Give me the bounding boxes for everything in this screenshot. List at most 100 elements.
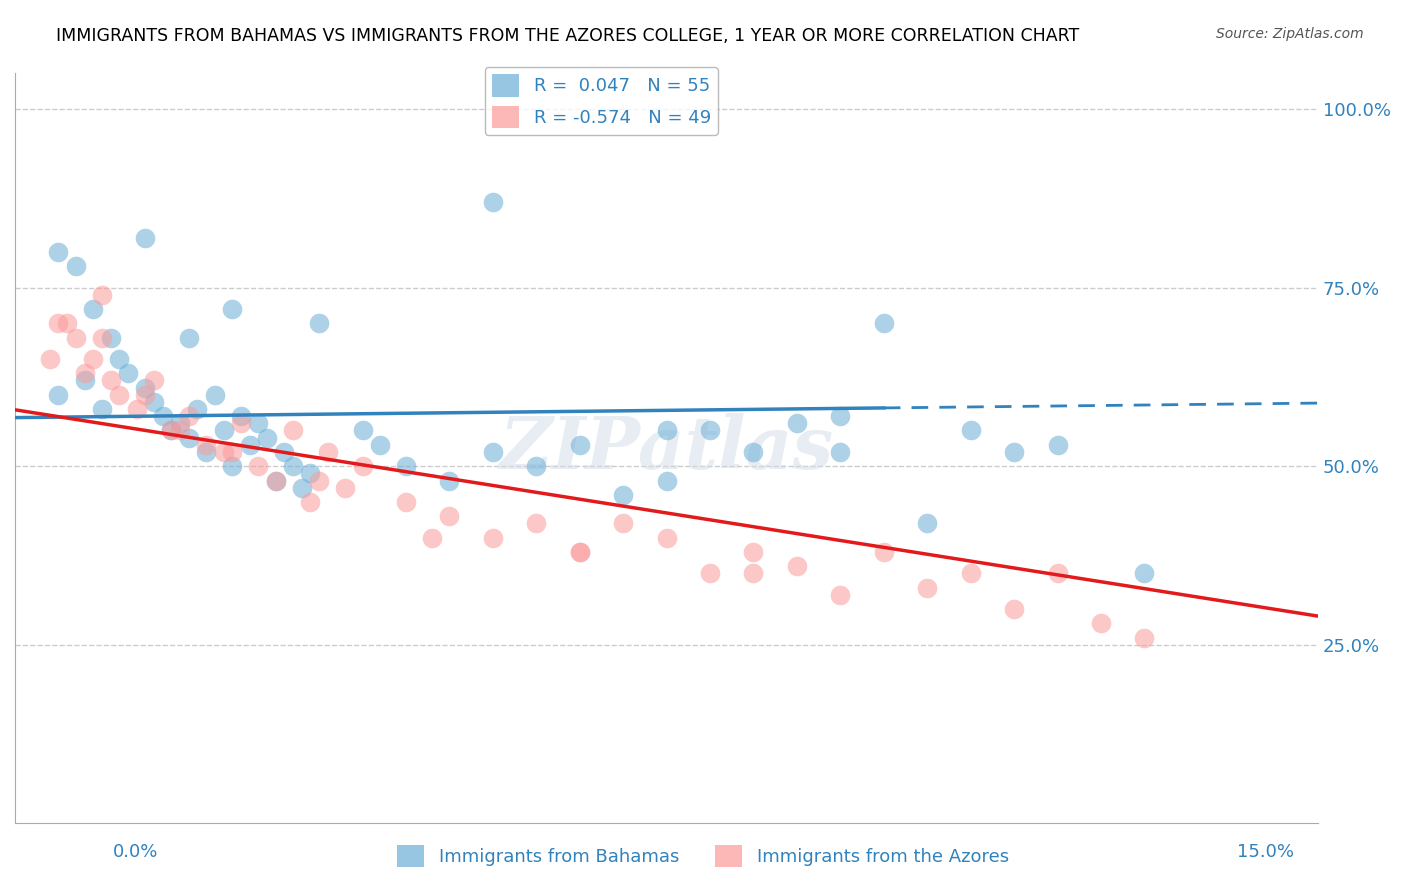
Point [742, 545, 765, 559]
Point [368, 438, 391, 452]
Text: 0.0%: 0.0% [112, 843, 157, 861]
Point [177, 409, 200, 424]
Point [221, 459, 243, 474]
Point [73, 374, 96, 388]
Point [108, 388, 131, 402]
Point [48, 244, 70, 259]
Point [299, 495, 322, 509]
Point [239, 438, 262, 452]
Legend: R =  0.047   N = 55, R = -0.574   N = 49: R = 0.047 N = 55, R = -0.574 N = 49 [485, 67, 718, 135]
Point [229, 409, 252, 424]
Point [221, 445, 243, 459]
Text: ZIPatlas: ZIPatlas [499, 413, 834, 483]
Point [160, 424, 183, 438]
Point [333, 481, 356, 495]
Point [915, 516, 938, 531]
Point [482, 531, 505, 545]
Point [195, 438, 218, 452]
Point [524, 459, 547, 474]
Text: IMMIGRANTS FROM BAHAMAS VS IMMIGRANTS FROM THE AZORES COLLEGE, 1 YEAR OR MORE CO: IMMIGRANTS FROM BAHAMAS VS IMMIGRANTS FR… [56, 27, 1080, 45]
Point [482, 194, 505, 209]
Point [143, 374, 166, 388]
Point [195, 445, 218, 459]
Point [439, 509, 461, 524]
Point [82, 352, 104, 367]
Point [160, 424, 183, 438]
Point [169, 417, 191, 431]
Point [281, 459, 304, 474]
Point [90, 402, 112, 417]
Point [786, 417, 808, 431]
Point [395, 495, 418, 509]
Point [152, 409, 174, 424]
Text: Source: ZipAtlas.com: Source: ZipAtlas.com [1216, 27, 1364, 41]
Point [100, 330, 122, 344]
Point [134, 388, 156, 402]
Point [959, 424, 981, 438]
Point [830, 409, 852, 424]
Point [48, 388, 70, 402]
Point [273, 445, 295, 459]
Point [482, 445, 505, 459]
Point [830, 445, 852, 459]
Point [204, 388, 226, 402]
Point [134, 230, 156, 244]
Point [873, 545, 896, 559]
Point [177, 330, 200, 344]
Text: 15.0%: 15.0% [1236, 843, 1294, 861]
Point [308, 316, 330, 330]
Point [420, 531, 443, 545]
Point [1046, 566, 1069, 581]
Point [568, 545, 591, 559]
Point [143, 395, 166, 409]
Point [1133, 631, 1156, 645]
Point [959, 566, 981, 581]
Point [742, 445, 765, 459]
Point [125, 402, 148, 417]
Point [212, 445, 235, 459]
Point [108, 352, 131, 367]
Point [1002, 445, 1025, 459]
Point [655, 424, 678, 438]
Point [256, 431, 278, 445]
Point [786, 559, 808, 574]
Point [73, 367, 96, 381]
Point [177, 431, 200, 445]
Point [1002, 602, 1025, 616]
Point [1133, 566, 1156, 581]
Point [568, 438, 591, 452]
Point [1090, 616, 1112, 631]
Point [439, 474, 461, 488]
Point [308, 474, 330, 488]
Point [299, 467, 322, 481]
Point [699, 424, 721, 438]
Point [56, 316, 79, 330]
Point [247, 459, 270, 474]
Point [873, 316, 896, 330]
Point [742, 566, 765, 581]
Point [612, 516, 634, 531]
Point [134, 381, 156, 395]
Legend: Immigrants from Bahamas, Immigrants from the Azores: Immigrants from Bahamas, Immigrants from… [389, 838, 1017, 874]
Point [90, 330, 112, 344]
Point [100, 374, 122, 388]
Point [90, 287, 112, 301]
Point [264, 474, 287, 488]
Point [395, 459, 418, 474]
Point [352, 424, 374, 438]
Point [186, 402, 208, 417]
Point [82, 301, 104, 316]
Point [655, 531, 678, 545]
Point [281, 424, 304, 438]
Point [915, 581, 938, 595]
Point [221, 301, 243, 316]
Point [699, 566, 721, 581]
Point [65, 330, 87, 344]
Point [1046, 438, 1069, 452]
Point [568, 545, 591, 559]
Point [264, 474, 287, 488]
Point [612, 488, 634, 502]
Point [316, 445, 339, 459]
Point [291, 481, 314, 495]
Point [38, 352, 60, 367]
